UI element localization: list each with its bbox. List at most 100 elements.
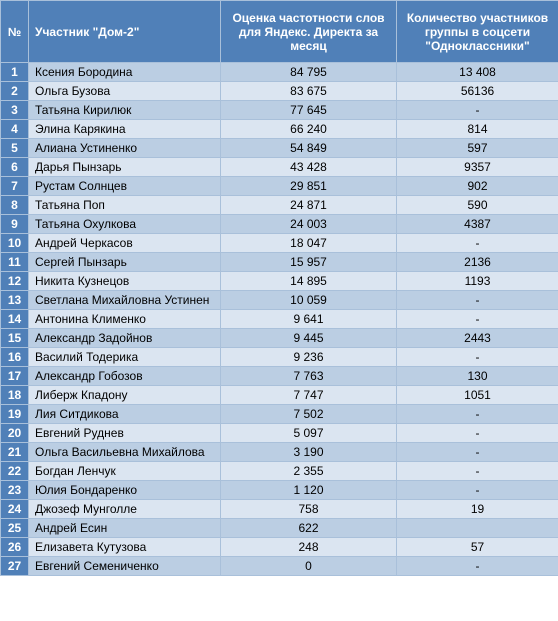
cell-freq: 24 003	[221, 215, 397, 234]
cell-num: 24	[1, 500, 29, 519]
cell-name: Татьяна Кирилюк	[29, 101, 221, 120]
cell-name: Ольга Васильевна Михайлова	[29, 443, 221, 462]
cell-freq: 9 445	[221, 329, 397, 348]
table-row: 15Александр Задойнов9 4452443	[1, 329, 558, 348]
cell-num: 16	[1, 348, 29, 367]
cell-num: 9	[1, 215, 29, 234]
cell-ok: 4387	[397, 215, 558, 234]
cell-ok: 590	[397, 196, 558, 215]
cell-freq: 84 795	[221, 63, 397, 82]
table-row: 4Элина Карякина66 240814	[1, 120, 558, 139]
cell-num: 14	[1, 310, 29, 329]
table-row: 17Александр Гобозов7 763130	[1, 367, 558, 386]
cell-num: 15	[1, 329, 29, 348]
cell-freq: 7 502	[221, 405, 397, 424]
cell-freq: 1 120	[221, 481, 397, 500]
cell-ok: 9357	[397, 158, 558, 177]
cell-ok: 2443	[397, 329, 558, 348]
cell-ok: 814	[397, 120, 558, 139]
table-row: 7Рустам Солнцев29 851902	[1, 177, 558, 196]
cell-num: 1	[1, 63, 29, 82]
cell-num: 2	[1, 82, 29, 101]
cell-ok: -	[397, 348, 558, 367]
cell-freq: 24 871	[221, 196, 397, 215]
cell-num: 6	[1, 158, 29, 177]
table-row: 25Андрей Есин622	[1, 519, 558, 538]
cell-num: 10	[1, 234, 29, 253]
cell-num: 22	[1, 462, 29, 481]
cell-num: 4	[1, 120, 29, 139]
cell-ok: -	[397, 481, 558, 500]
table-row: 27Евгений Семениченко0-	[1, 557, 558, 576]
cell-freq: 9 641	[221, 310, 397, 329]
cell-freq: 83 675	[221, 82, 397, 101]
cell-ok: 1051	[397, 386, 558, 405]
cell-ok: 902	[397, 177, 558, 196]
cell-num: 5	[1, 139, 29, 158]
cell-freq: 10 059	[221, 291, 397, 310]
header-ok: Количество участников группы в соцсети "…	[397, 1, 558, 63]
table-row: 21Ольга Васильевна Михайлова3 190-	[1, 443, 558, 462]
cell-num: 3	[1, 101, 29, 120]
cell-name: Элина Карякина	[29, 120, 221, 139]
cell-ok: -	[397, 462, 558, 481]
cell-ok	[397, 519, 558, 538]
cell-name: Андрей Есин	[29, 519, 221, 538]
header-freq: Оценка частотности слов для Яндекс. Дире…	[221, 1, 397, 63]
cell-ok: -	[397, 405, 558, 424]
cell-name: Либерж Кпадону	[29, 386, 221, 405]
cell-freq: 5 097	[221, 424, 397, 443]
table-row: 16Василий Тодерика9 236-	[1, 348, 558, 367]
header-row: № Участник "Дом-2" Оценка частотности сл…	[1, 1, 558, 63]
table-row: 23Юлия Бондаренко1 120-	[1, 481, 558, 500]
cell-num: 17	[1, 367, 29, 386]
cell-ok: -	[397, 291, 558, 310]
cell-freq: 43 428	[221, 158, 397, 177]
cell-freq: 29 851	[221, 177, 397, 196]
cell-name: Алиана Устиненко	[29, 139, 221, 158]
cell-name: Евгений Семениченко	[29, 557, 221, 576]
cell-ok: 1193	[397, 272, 558, 291]
cell-num: 26	[1, 538, 29, 557]
table-row: 20Евгений Руднев5 097-	[1, 424, 558, 443]
cell-ok: -	[397, 234, 558, 253]
cell-name: Богдан Ленчук	[29, 462, 221, 481]
table-row: 12Никита Кузнецов14 8951193	[1, 272, 558, 291]
cell-ok: 57	[397, 538, 558, 557]
cell-freq: 758	[221, 500, 397, 519]
cell-name: Ксения Бородина	[29, 63, 221, 82]
table-row: 9Татьяна Охулкова24 0034387	[1, 215, 558, 234]
cell-name: Дарья Пынзарь	[29, 158, 221, 177]
cell-ok: -	[397, 101, 558, 120]
cell-num: 18	[1, 386, 29, 405]
cell-name: Джозеф Мунголле	[29, 500, 221, 519]
table-row: 8Татьяна Поп24 871590	[1, 196, 558, 215]
cell-name: Василий Тодерика	[29, 348, 221, 367]
cell-name: Александр Задойнов	[29, 329, 221, 348]
cell-freq: 9 236	[221, 348, 397, 367]
cell-name: Татьяна Поп	[29, 196, 221, 215]
table-row: 14Антонина Клименко9 641-	[1, 310, 558, 329]
cell-num: 12	[1, 272, 29, 291]
cell-freq: 15 957	[221, 253, 397, 272]
table-row: 19Лия Ситдикова7 502-	[1, 405, 558, 424]
table-row: 13Светлана Михайловна Устинен10 059-	[1, 291, 558, 310]
cell-num: 25	[1, 519, 29, 538]
table-row: 3Татьяна Кирилюк77 645-	[1, 101, 558, 120]
table-row: 5Алиана Устиненко54 849597	[1, 139, 558, 158]
cell-ok: -	[397, 443, 558, 462]
cell-ok: 130	[397, 367, 558, 386]
cell-name: Сергей Пынзарь	[29, 253, 221, 272]
cell-name: Александр Гобозов	[29, 367, 221, 386]
cell-freq: 54 849	[221, 139, 397, 158]
table-row: 11Сергей Пынзарь15 9572136	[1, 253, 558, 272]
table-row: 18Либерж Кпадону7 7471051	[1, 386, 558, 405]
table-row: 10Андрей Черкасов18 047-	[1, 234, 558, 253]
cell-name: Татьяна Охулкова	[29, 215, 221, 234]
header-num: №	[1, 1, 29, 63]
cell-name: Евгений Руднев	[29, 424, 221, 443]
cell-ok: 13 408	[397, 63, 558, 82]
cell-freq: 77 645	[221, 101, 397, 120]
cell-name: Елизавета Кутузова	[29, 538, 221, 557]
cell-num: 20	[1, 424, 29, 443]
